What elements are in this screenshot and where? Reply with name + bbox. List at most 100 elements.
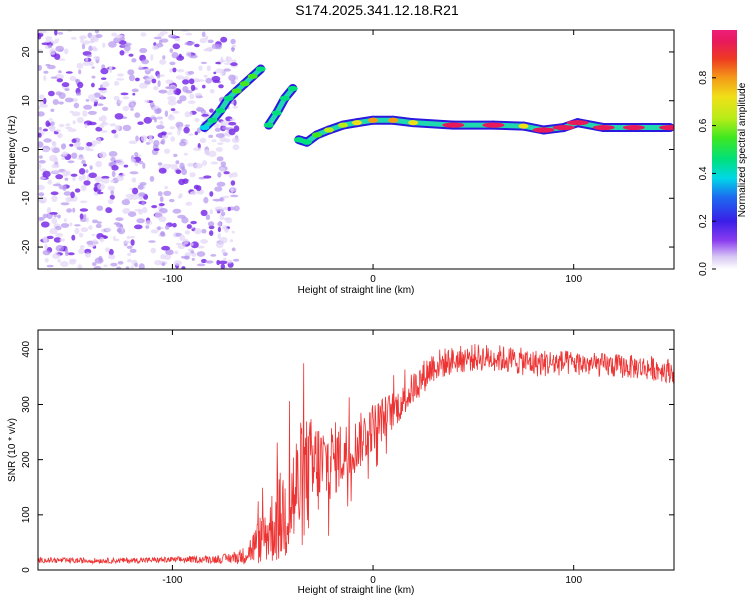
noise-speckle [79, 208, 89, 212]
noise-speckle [183, 238, 189, 245]
noise-speckle [156, 116, 163, 120]
noise-speckle [188, 111, 193, 117]
noise-speckle [122, 208, 131, 214]
noise-speckle [220, 69, 225, 77]
noise-speckle [83, 214, 87, 219]
noise-speckle [215, 133, 225, 139]
noise-speckle [160, 38, 169, 43]
noise-speckle [48, 90, 55, 97]
noise-speckle [45, 36, 53, 41]
noise-speckle [110, 262, 118, 267]
noise-speckle [73, 102, 80, 109]
noise-speckle [210, 254, 217, 257]
noise-speckle [92, 239, 98, 245]
noise-speckle [43, 138, 52, 143]
noise-speckle [109, 66, 113, 73]
noise-speckle [105, 227, 112, 232]
noise-speckle [231, 44, 237, 48]
noise-speckle [85, 99, 90, 102]
noise-speckle [69, 222, 73, 227]
noise-speckle [174, 250, 179, 255]
carrier-track-point [388, 117, 399, 123]
snr-series [38, 343, 674, 565]
noise-speckle [38, 163, 42, 170]
noise-speckle [231, 137, 240, 144]
noise-speckle [170, 164, 178, 170]
noise-speckle [194, 131, 198, 136]
noise-speckle [205, 47, 214, 52]
noise-speckle [166, 132, 173, 136]
noise-speckle [65, 251, 69, 256]
noise-speckle [107, 185, 116, 191]
noise-speckle [186, 224, 192, 229]
noise-speckle [190, 190, 197, 196]
x-tick-label: 0 [370, 575, 376, 586]
noise-speckle [55, 45, 65, 52]
carrier-track-point [247, 73, 258, 79]
noise-speckle [42, 170, 51, 178]
noise-speckle [70, 173, 78, 177]
noise-speckle [91, 140, 98, 146]
noise-speckle [164, 254, 171, 260]
y-tick-label: 20 [21, 46, 32, 58]
x-tick-label: -100 [162, 575, 182, 586]
noise-speckle [169, 126, 176, 130]
noise-speckle [211, 139, 217, 143]
carrier-track-point [658, 124, 674, 131]
noise-speckle [102, 106, 109, 111]
noise-speckle [74, 227, 80, 235]
noise-speckle [70, 36, 77, 40]
noise-speckle [39, 103, 49, 108]
noise-speckle [116, 78, 125, 81]
noise-speckle [128, 236, 136, 239]
spectrogram-y-label: Frequency (Hz) [7, 116, 18, 185]
noise-speckle [161, 245, 171, 251]
noise-speckle [162, 55, 166, 60]
colorbar-tick-label: 0.8 [698, 70, 709, 84]
carrier-track-point [566, 120, 589, 126]
noise-speckle [198, 65, 203, 71]
noise-speckle [232, 105, 239, 109]
noise-speckle [181, 168, 188, 176]
noise-speckle [100, 130, 108, 133]
noise-speckle [191, 257, 195, 261]
carrier-track-point [215, 107, 226, 114]
noise-speckle [127, 258, 132, 263]
noise-speckle [38, 192, 45, 197]
noise-speckle [72, 207, 76, 213]
noise-speckle [176, 88, 181, 96]
noise-speckle [221, 195, 230, 199]
noise-speckle [100, 77, 107, 80]
noise-speckle [218, 84, 224, 89]
noise-speckle [88, 45, 93, 52]
noise-speckle [77, 157, 85, 160]
noise-speckle [117, 261, 124, 265]
noise-speckle [60, 261, 69, 267]
noise-speckle [220, 36, 228, 43]
noise-speckle [213, 71, 217, 75]
noise-speckle [55, 245, 64, 252]
noise-speckle [194, 117, 200, 123]
carrier-track-point [263, 122, 274, 128]
noise-speckle [219, 236, 228, 244]
noise-speckle [117, 100, 123, 104]
noise-speckle [233, 258, 240, 262]
noise-speckle [50, 108, 55, 113]
spectrogram-y-ticks: -20 -10 0 10 20 [21, 46, 674, 254]
noise-speckle [219, 167, 226, 172]
noise-speckle [148, 137, 154, 144]
noise-speckle [39, 155, 43, 159]
x-tick-label: 100 [565, 575, 582, 586]
noise-speckle [190, 84, 196, 92]
colorbar-tick-label: 0.0 [698, 262, 709, 276]
noise-speckle [79, 213, 84, 220]
noise-speckle [72, 120, 76, 125]
noise-speckle [175, 160, 180, 165]
noise-speckle [63, 191, 72, 196]
noise-speckle [91, 233, 96, 237]
snr-x-label: Height of straight line (km) [298, 585, 415, 596]
noise-speckle [108, 248, 114, 256]
noise-speckle [93, 103, 98, 107]
carrier-track-point [518, 123, 529, 129]
noise-speckle [110, 157, 116, 162]
